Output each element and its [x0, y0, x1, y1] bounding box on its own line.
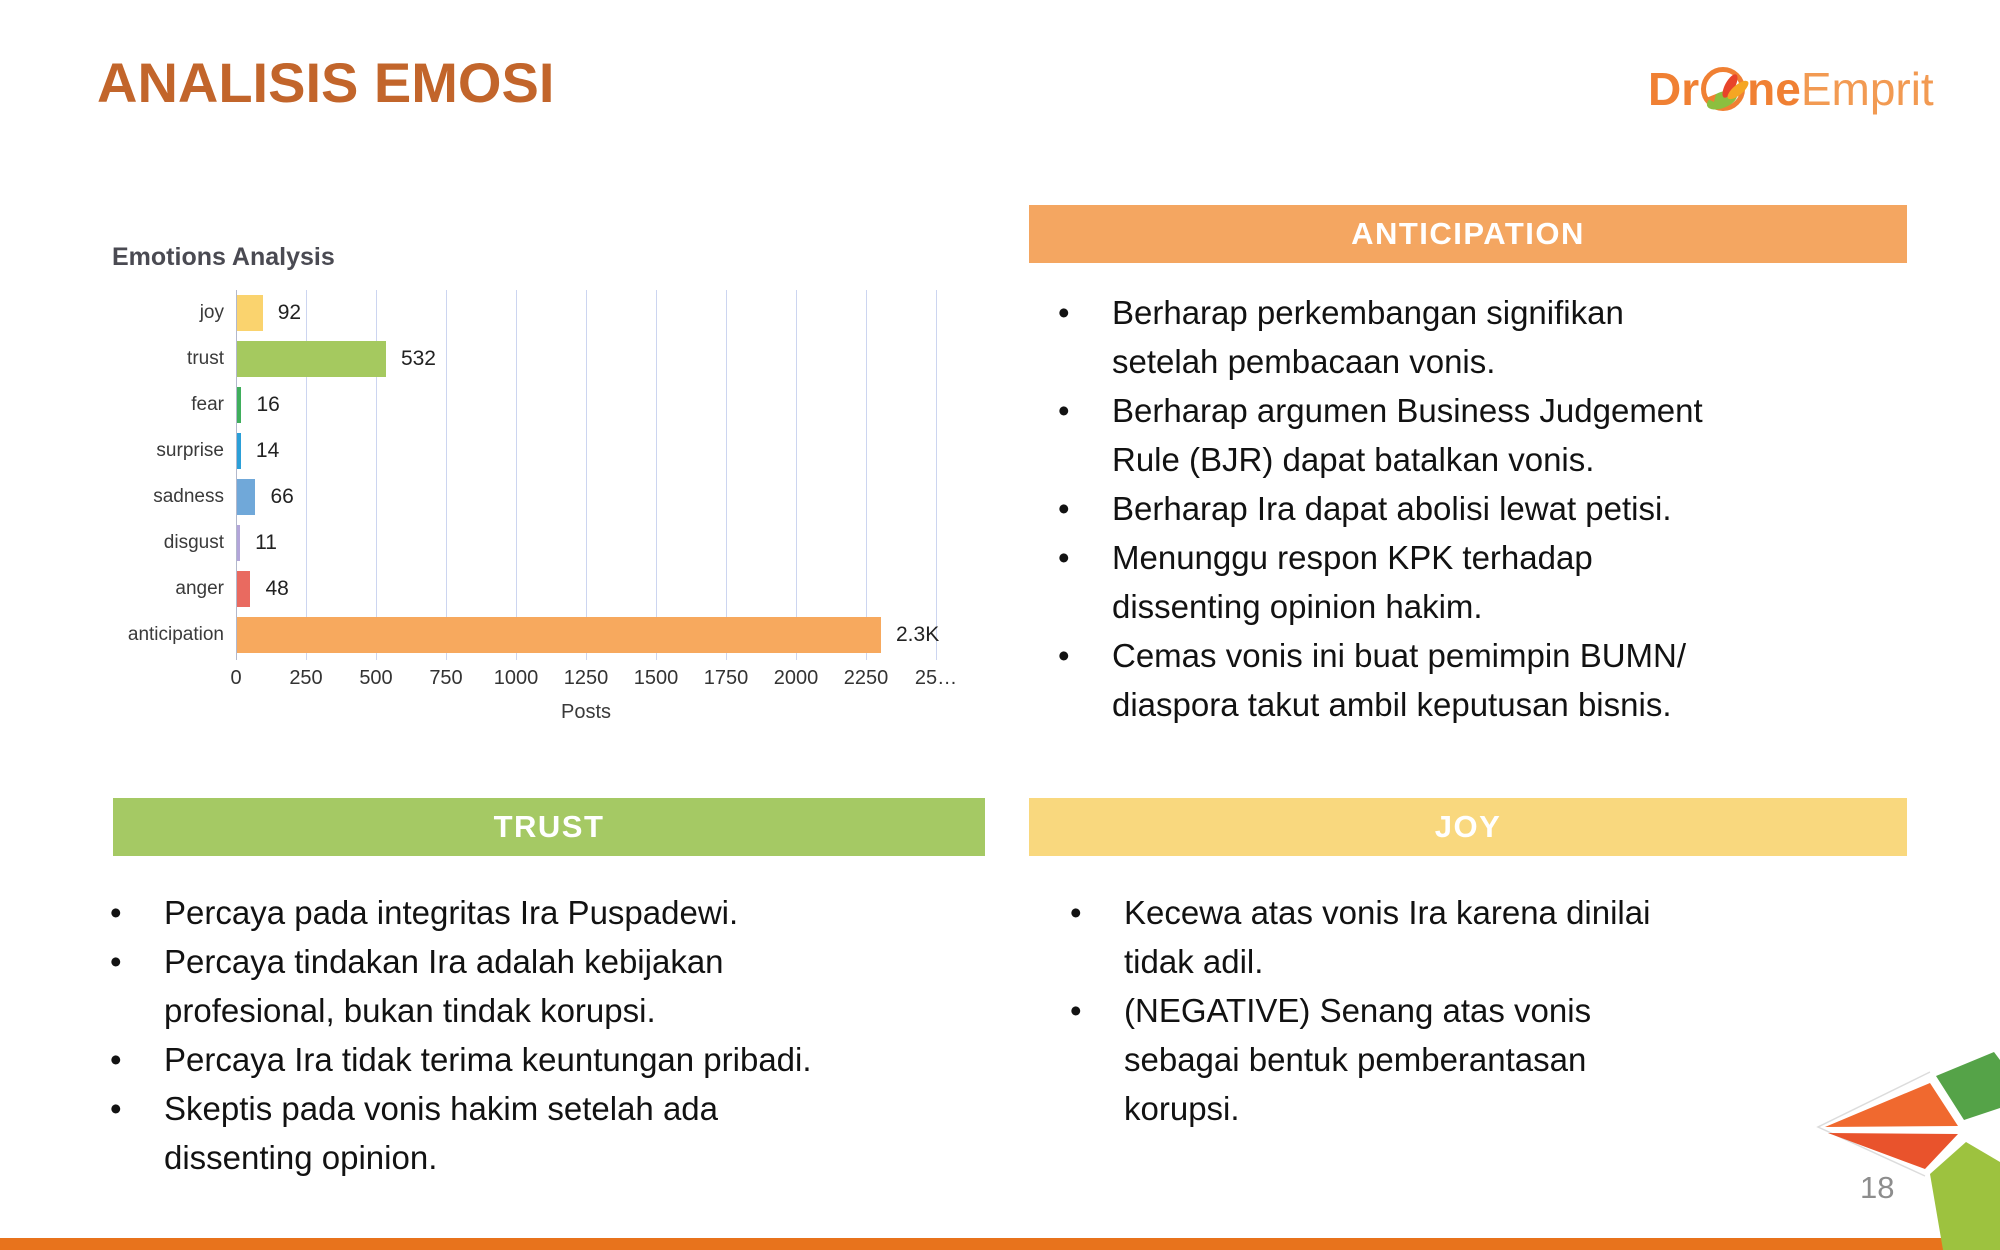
- logo-text-emprit: Emprit: [1800, 63, 1934, 115]
- emotions-analysis-chart: Emotions Analysis joy 92 trust 532 fear 16 sur…: [90, 235, 957, 740]
- chart-value-label: 48: [265, 577, 289, 600]
- chart-category-label: anger: [175, 578, 224, 599]
- chart-category-label: anticipation: [127, 624, 224, 645]
- droneemprit-logo: Dr ne Emprit: [1648, 58, 1934, 120]
- chart-value-label: 14: [255, 439, 280, 462]
- chart-title: Emotions Analysis: [112, 243, 335, 271]
- chart-row-joy: joy 92: [200, 290, 936, 336]
- chart-category-label: joy: [199, 302, 224, 323]
- joy-bullet-list: Kecewa atas vonis Ira karena dinilai tid…: [1060, 888, 1920, 1133]
- chart-x-axis-label: Posts: [560, 701, 612, 723]
- chart-x-tick-label: 1000: [493, 667, 539, 689]
- chart-row-anger: anger 48: [175, 566, 936, 612]
- chart-x-axis-ticks: 0 250 500 750 1000 1250 1500 1750 2000 2250 25…: [230, 667, 957, 695]
- joy-header: JOY: [1029, 798, 1907, 856]
- trust-bullet-item: Percaya Ira tidak terima keuntungan prib…: [100, 1035, 1010, 1084]
- chart-gridline: [586, 290, 587, 660]
- chart-gridline: [656, 290, 657, 660]
- chart-row-anticipation: anticipation 2.3K: [128, 612, 940, 658]
- anticipation-bullet-list: Berharap perkembangan signifikan setelah…: [1048, 288, 1928, 729]
- trust-header: TRUST: [113, 798, 985, 856]
- footer-accent-bar: [0, 1238, 2000, 1250]
- chart-x-tick-label: 1750: [703, 667, 749, 689]
- chart-x-tick-label: 25…: [914, 667, 958, 689]
- chart-category-label: surprise: [156, 440, 224, 461]
- chart-value-label: 16: [256, 393, 280, 416]
- chart-x-tick-label: 250: [289, 667, 323, 689]
- chart-value-label: 532: [400, 347, 436, 370]
- chart-x-tick-label: 500: [359, 667, 393, 689]
- chart-category-label: trust: [187, 348, 224, 369]
- chart-x-tick-label: 0: [230, 667, 242, 689]
- chart-y-axis-line: [236, 290, 237, 660]
- chart-row-disgust: disgust 11: [164, 520, 936, 566]
- joy-bullet-item: (NEGATIVE) Senang atas vonis sebagai ben…: [1060, 986, 1920, 1133]
- anticipation-bullet-item: Berharap perkembangan signifikan setelah…: [1048, 288, 1928, 386]
- chart-row-sadness: sadness 66: [153, 474, 936, 520]
- chart-bar-sadness: [237, 479, 256, 515]
- chart-gridline: [936, 290, 937, 660]
- chart-gridline: [446, 290, 447, 660]
- chart-category-label: disgust: [163, 532, 224, 553]
- chart-value-label: 66: [270, 485, 294, 508]
- chart-gridline: [796, 290, 797, 660]
- anticipation-bullet-item: Menunggu respon KPK terhadap dissenting …: [1048, 533, 1928, 631]
- chart-category-label: sadness: [153, 486, 224, 507]
- chart-value-label: 92: [277, 301, 302, 324]
- chart-category-label: fear: [191, 394, 224, 415]
- chart-row-fear: fear 16: [191, 382, 936, 428]
- chart-x-tick-label: 1250: [563, 667, 609, 689]
- anticipation-bullet-item: Cemas vonis ini buat pemimpin BUMN/ dias…: [1048, 631, 1928, 729]
- page-number: 18: [1860, 1170, 1895, 1205]
- corner-decoration-bird-wing: [1816, 1052, 2000, 1250]
- chart-bar-joy: [237, 295, 263, 331]
- logo-text-dr: Dr: [1648, 63, 1700, 115]
- chart-bar-surprise: [237, 433, 241, 469]
- chart-gridline: [306, 290, 307, 660]
- trust-bullet-item: Percaya tindakan Ira adalah kebijakan pr…: [100, 937, 1010, 1035]
- anticipation-bullet-item: Berharap argumen Business Judgement Rule…: [1048, 386, 1928, 484]
- chart-gridline: [516, 290, 517, 660]
- chart-bar-anger: [237, 571, 251, 607]
- trust-bullet-item: Percaya pada integritas Ira Puspadewi.: [100, 888, 1010, 937]
- anticipation-bullet-item: Berharap Ira dapat abolisi lewat petisi.: [1048, 484, 1928, 533]
- chart-bar-fear: [237, 387, 242, 423]
- chart-x-tick-label: 1500: [633, 667, 679, 689]
- joy-bullet-item: Kecewa atas vonis Ira karena dinilai tid…: [1060, 888, 1920, 986]
- chart-value-label: 11: [255, 531, 277, 554]
- chart-value-label: 2.3K: [896, 623, 940, 646]
- chart-bar-disgust: [237, 525, 241, 561]
- chart-bar-trust: [237, 341, 386, 377]
- chart-bar-anticipation: [237, 617, 881, 653]
- trust-bullet-item: Skeptis pada vonis hakim setelah ada dis…: [100, 1084, 1010, 1182]
- page-title: ANALISIS EMOSI: [97, 51, 555, 114]
- trust-bullet-list: Percaya pada integritas Ira Puspadewi.Pe…: [100, 888, 1010, 1182]
- chart-gridline: [376, 290, 377, 660]
- anticipation-header: ANTICIPATION: [1029, 205, 1907, 263]
- logo-bird-icon: [1701, 67, 1749, 111]
- chart-row-surprise: surprise 14: [156, 428, 936, 474]
- chart-gridline: [726, 290, 727, 660]
- chart-row-trust: trust 532: [187, 336, 936, 382]
- chart-x-tick-label: 750: [429, 667, 463, 689]
- chart-x-tick-label: 2250: [843, 667, 889, 689]
- logo-text-ne: ne: [1747, 63, 1801, 115]
- chart-gridline: [866, 290, 867, 660]
- chart-plot-area: joy 92 trust 532 fear 16 surprise 14 sadness 66 di…: [128, 290, 940, 660]
- chart-x-tick-label: 2000: [773, 667, 819, 689]
